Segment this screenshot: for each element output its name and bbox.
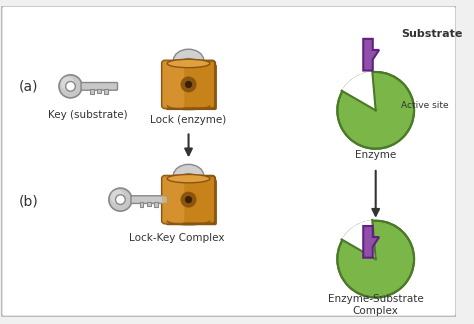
Circle shape <box>66 82 75 91</box>
Circle shape <box>61 76 74 90</box>
FancyBboxPatch shape <box>162 176 184 224</box>
Circle shape <box>110 190 125 204</box>
Circle shape <box>337 221 414 297</box>
Wedge shape <box>342 220 376 259</box>
Circle shape <box>181 77 196 92</box>
FancyBboxPatch shape <box>162 61 215 108</box>
Ellipse shape <box>167 59 210 68</box>
Text: Substrate: Substrate <box>401 29 463 39</box>
Text: Enzyme: Enzyme <box>355 150 396 160</box>
Text: Enzyme-Substrate
Complex: Enzyme-Substrate Complex <box>328 295 424 316</box>
Wedge shape <box>342 71 376 110</box>
Circle shape <box>181 192 196 207</box>
Ellipse shape <box>167 174 210 183</box>
FancyBboxPatch shape <box>90 89 93 94</box>
FancyBboxPatch shape <box>165 179 217 225</box>
Circle shape <box>109 188 132 211</box>
FancyBboxPatch shape <box>147 202 151 206</box>
FancyBboxPatch shape <box>81 83 118 90</box>
Text: Lock (enzyme): Lock (enzyme) <box>150 115 227 125</box>
FancyBboxPatch shape <box>104 89 108 94</box>
FancyBboxPatch shape <box>154 202 158 207</box>
FancyBboxPatch shape <box>194 61 198 97</box>
Text: (a): (a) <box>18 79 38 93</box>
Text: Active site: Active site <box>401 101 448 110</box>
FancyBboxPatch shape <box>178 177 184 212</box>
Text: Key (substrate): Key (substrate) <box>48 110 128 120</box>
FancyBboxPatch shape <box>165 64 217 110</box>
FancyBboxPatch shape <box>1 6 456 317</box>
Text: (b): (b) <box>18 194 38 209</box>
FancyBboxPatch shape <box>140 202 144 207</box>
FancyBboxPatch shape <box>178 61 184 97</box>
Circle shape <box>185 196 192 203</box>
FancyBboxPatch shape <box>193 177 200 212</box>
FancyBboxPatch shape <box>131 196 167 203</box>
Circle shape <box>116 195 125 204</box>
FancyBboxPatch shape <box>193 61 200 97</box>
FancyBboxPatch shape <box>179 177 183 212</box>
FancyBboxPatch shape <box>162 176 215 224</box>
FancyBboxPatch shape <box>179 61 183 97</box>
Circle shape <box>337 72 414 149</box>
Circle shape <box>59 75 82 98</box>
FancyBboxPatch shape <box>97 89 101 93</box>
FancyBboxPatch shape <box>162 61 184 108</box>
Polygon shape <box>363 39 379 71</box>
Polygon shape <box>363 226 379 258</box>
FancyBboxPatch shape <box>194 177 198 212</box>
Circle shape <box>185 81 192 88</box>
Text: Lock-Key Complex: Lock-Key Complex <box>129 233 225 243</box>
